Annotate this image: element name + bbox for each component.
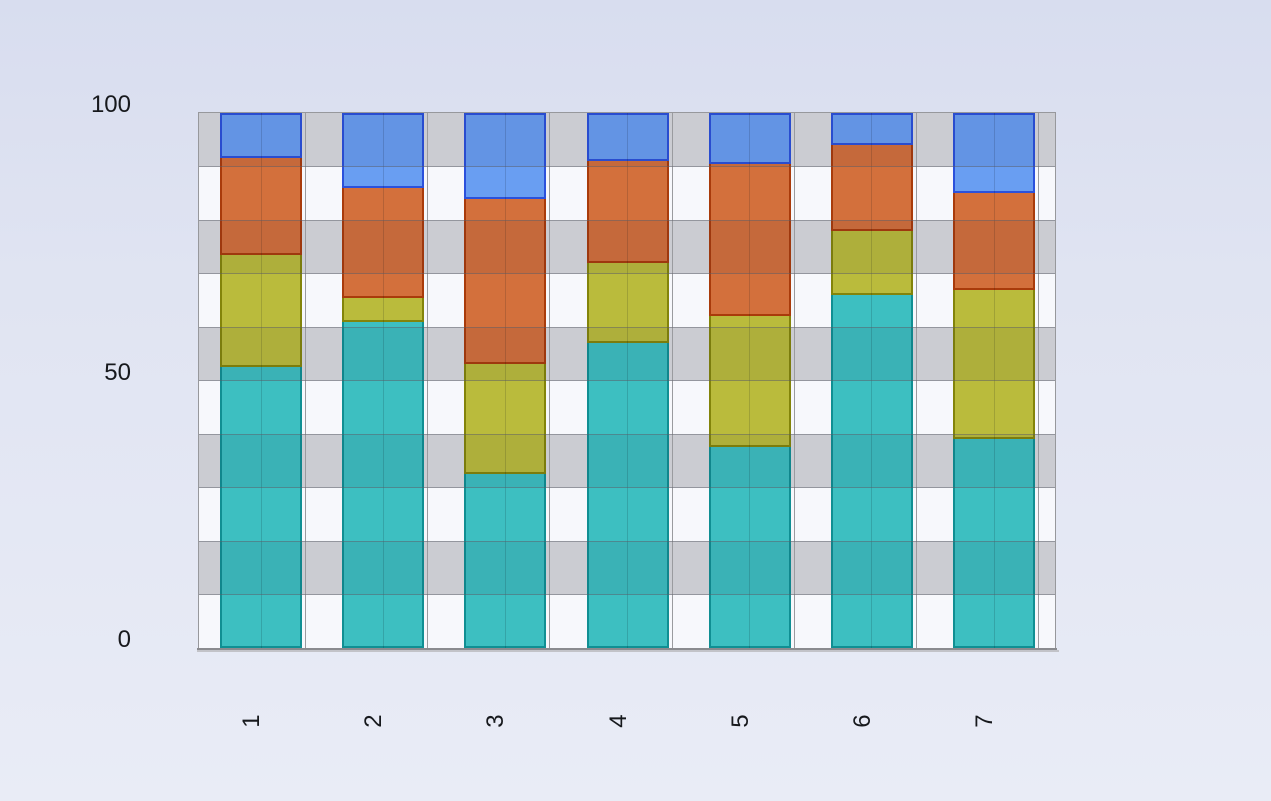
x-tick-label-7: 7	[971, 714, 999, 728]
x-tick-label-3: 3	[482, 714, 510, 728]
x-tick-label-5: 5	[726, 714, 754, 728]
gridline-horizontal	[199, 219, 1055, 221]
bar-segment-blue	[464, 113, 547, 199]
band-tint-overlay	[199, 220, 1055, 274]
bar-segment-orange	[464, 198, 547, 365]
bar-segment-teal	[464, 474, 547, 648]
gridline-horizontal	[199, 273, 1055, 274]
y-tick-label-0: 0	[117, 626, 131, 653]
bar-segment-orange	[586, 161, 669, 263]
gridline-horizontal	[199, 487, 1055, 488]
gridline-horizontal	[199, 326, 1055, 328]
bar-segment-olive	[953, 289, 1036, 440]
bar-segment-blue	[586, 113, 669, 162]
gridline-horizontal	[199, 380, 1055, 381]
x-tick-label-1: 1	[238, 714, 265, 728]
x-tick-label-2: 2	[360, 714, 388, 728]
bar-segment-orange	[708, 163, 791, 317]
bar-segment-teal	[708, 447, 791, 648]
bar-segment-orange	[830, 145, 913, 231]
gridline-horizontal	[199, 433, 1055, 435]
bar-segment-teal	[830, 294, 913, 648]
band-tint-overlay	[199, 113, 1055, 167]
bar-segment-blue	[220, 113, 302, 159]
x-tick-label-6: 6	[848, 714, 876, 728]
bar-segment-blue	[953, 113, 1036, 194]
bar-segment-orange	[342, 187, 425, 298]
bar-segment-olive	[830, 230, 913, 295]
x-axis-line	[197, 648, 1057, 650]
band-tint-overlay	[199, 541, 1055, 595]
bar-segment-blue	[342, 113, 425, 188]
band-tint-overlay	[199, 327, 1055, 381]
bar-segment-orange	[220, 158, 302, 255]
bar-segment-olive	[708, 316, 791, 448]
gridline-horizontal	[199, 166, 1055, 167]
bar-segment-teal	[586, 343, 669, 648]
y-tick-label-50: 50	[104, 359, 131, 386]
bar-segment-teal	[220, 367, 302, 648]
plot-area	[198, 112, 1056, 649]
y-tick-label-100: 100	[90, 91, 131, 118]
bar-segment-teal	[342, 321, 425, 648]
band-tint-overlay	[199, 434, 1055, 488]
bar-segment-olive	[586, 262, 669, 344]
x-axis-line-shadow	[197, 650, 1059, 652]
x-tick-label-4: 4	[604, 714, 632, 728]
bar-segment-teal	[953, 439, 1036, 648]
gridline-horizontal	[199, 540, 1055, 542]
gridline-horizontal	[199, 594, 1055, 595]
bar-segment-olive	[464, 364, 547, 475]
bar-segment-olive	[342, 297, 425, 322]
bar-segment-blue	[708, 113, 791, 164]
bar-segment-blue	[830, 113, 913, 146]
